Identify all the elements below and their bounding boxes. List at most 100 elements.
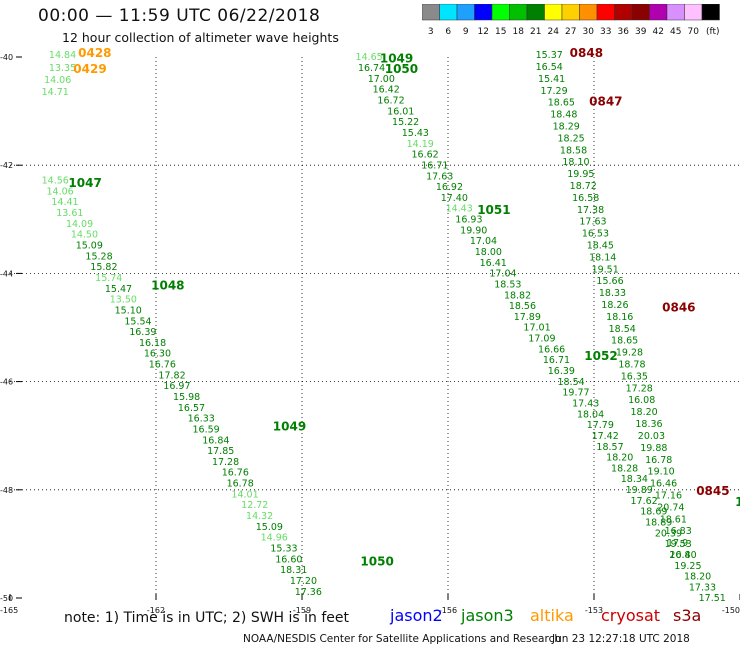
wave-height-value: 16.8: [669, 550, 690, 561]
wave-height-value: 17.63: [426, 171, 453, 182]
wave-height-value: 14.01: [231, 489, 258, 500]
wave-height-value: 17.33: [689, 582, 716, 593]
wave-height-value: 18.25: [558, 133, 585, 144]
wave-height-value: 16.78: [227, 479, 254, 490]
colorbar-label: 18: [513, 27, 525, 37]
colorbar-label: 27: [565, 27, 576, 37]
wave-height-value: 17.04: [470, 236, 497, 247]
wave-height-value: 14.43: [446, 204, 473, 215]
wave-height-value: 19.53: [665, 539, 692, 550]
wave-height-value: 14.32: [246, 511, 273, 522]
legend-cryosat: cryosat: [601, 606, 661, 625]
wave-height-value: 13.50: [110, 295, 137, 306]
wave-height-value: 19.28: [616, 348, 643, 359]
x-tick-label: -165: [0, 606, 18, 615]
pass-label: 1052: [584, 349, 617, 363]
x-tick-label: -159: [293, 606, 311, 615]
wave-height-value: 17.38: [577, 205, 604, 216]
wave-height-value: 17.29: [540, 86, 567, 97]
legend-s3a: s3a: [673, 606, 702, 625]
wave-height-value: 17.04: [489, 269, 516, 280]
wave-height-value: 16.42: [373, 85, 400, 96]
y-tick-label: -44: [0, 269, 13, 278]
wave-height-value: 18.14: [589, 252, 616, 263]
wave-height-value: 14.65: [356, 52, 383, 63]
wave-height-value: 17.79: [587, 420, 614, 431]
wave-height-value: 16.76: [149, 360, 176, 371]
colorbar-label: 3: [428, 27, 434, 37]
wave-height-value: 14.96: [261, 533, 288, 544]
wave-height-value: 18.20: [684, 572, 711, 583]
wave-height-value: 15.74: [95, 273, 122, 284]
footer-timestamp: Jun 23 12:27:18 UTC 2018: [552, 633, 690, 645]
wave-height-value: 15.09: [256, 522, 283, 533]
x-tick-label: -153: [585, 606, 603, 615]
wave-height-value: 17.51: [699, 593, 726, 604]
wave-height-value: 18.16: [606, 312, 633, 323]
wave-height-value: 16.57: [178, 403, 205, 414]
page-subtitle: 12 hour collection of altimeter wave hei…: [62, 30, 339, 45]
wave-height-value: 14.06: [44, 75, 71, 86]
colorbar-label: 6: [445, 27, 451, 37]
wave-height-value: 15.41: [538, 74, 565, 85]
wave-height-value: 17.85: [207, 446, 234, 457]
wave-height-value: 17.9: [667, 538, 688, 549]
wave-height-value: 18.57: [596, 442, 623, 453]
wave-height-value: 15.37: [536, 50, 563, 61]
wave-height-value: 18.65: [611, 336, 638, 347]
wave-height-value: 16.74: [358, 63, 385, 74]
colorbar-label: 12: [478, 27, 489, 37]
x-tick-label: -162: [147, 606, 165, 615]
wave-height-value: 18.48: [550, 110, 577, 121]
wave-height-value: 15.28: [85, 251, 112, 262]
wave-height-value: 16.62: [412, 150, 439, 161]
colorbar-label: 21: [530, 27, 541, 37]
footer-credit: NOAA/NESDIS Center for Satellite Applica…: [243, 633, 561, 645]
wave-height-value: 18.29: [553, 121, 580, 132]
wave-height-value: 15.10: [115, 305, 142, 316]
wave-height-value: 16.39: [548, 366, 575, 377]
pass-label: 0429: [73, 62, 106, 76]
wave-height-value: 18.20: [606, 453, 633, 464]
wave-height-value: 18.61: [660, 514, 687, 525]
wave-height-value: 16.58: [572, 193, 599, 204]
y-tick-label: -46: [0, 378, 13, 387]
wave-height-value: 20.03: [638, 431, 665, 442]
wave-height-value: 16.83: [665, 526, 692, 537]
wave-height-value: 17.20: [290, 576, 317, 587]
legend-jason2: jason2: [390, 606, 443, 625]
wave-height-value: 16.33: [188, 414, 215, 425]
wave-height-value: 14.84: [49, 50, 76, 61]
wave-height-value: 15.98: [173, 392, 200, 403]
wave-height-value: 16.71: [421, 160, 448, 171]
y-tick-label: -50: [0, 594, 13, 603]
wave-height-value: 18.20: [631, 407, 658, 418]
wave-height-value: 15.43: [402, 128, 429, 139]
pass-label: 0845: [696, 484, 729, 498]
pass-label: 0848: [570, 46, 603, 60]
wave-height-value: 17.62: [631, 496, 658, 507]
wave-height-value: 19.77: [562, 388, 589, 399]
wave-height-value: 18.78: [618, 360, 645, 371]
wave-height-value: 17.28: [212, 457, 239, 468]
wave-height-value: 18.04: [577, 409, 604, 420]
colorbar-label: 39: [635, 27, 647, 37]
colorbar-label: 45: [670, 27, 681, 37]
wave-height-value: 20.40: [669, 550, 696, 561]
wave-height-value: 15.82: [90, 262, 117, 273]
wave-height-value: 15.47: [105, 284, 132, 295]
wave-height-value: 14.19: [407, 139, 434, 150]
wave-height-value: 17.89: [514, 312, 541, 323]
wave-height-value: 16.93: [455, 215, 482, 226]
colorbar-label: 33: [600, 27, 611, 37]
colorbar-label: 15: [495, 27, 506, 37]
wave-height-value: 18.33: [599, 288, 626, 299]
wave-height-value: 14.09: [66, 219, 93, 230]
wave-height-value: 16.54: [536, 62, 563, 73]
wave-height-value: 16.92: [436, 182, 463, 193]
pass-label: 0847: [589, 95, 622, 109]
pass-label: 1048: [151, 279, 184, 293]
wave-height-value: 15.22: [392, 117, 419, 128]
wave-height-value: 16.60: [275, 554, 302, 565]
